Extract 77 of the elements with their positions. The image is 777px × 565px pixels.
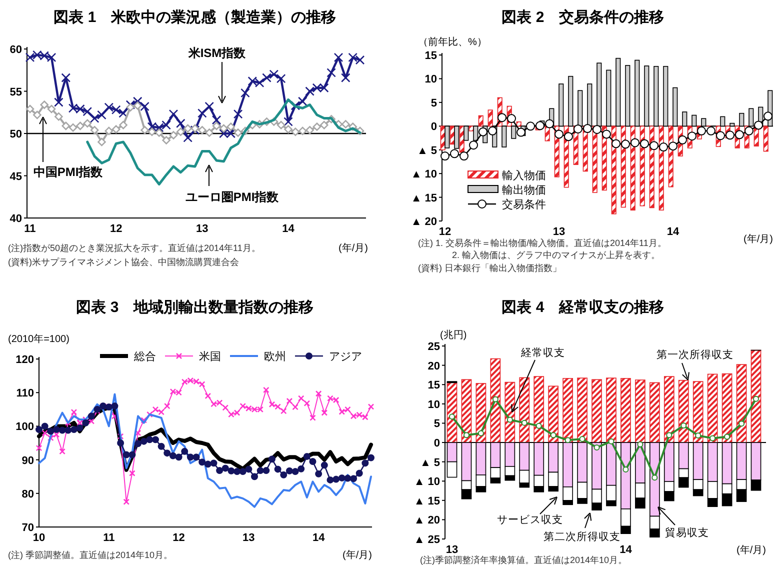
x-tick-label: 11 [24,223,36,235]
legend-label: 欧州 [264,350,286,363]
y-tick-label: ▲ 10 [410,168,437,181]
y-tick-label: 5 [434,418,440,430]
y-tick-label: 15 [424,50,437,62]
y-tick-label: ▲ 5 [420,456,440,469]
x-tick-label: 13 [196,223,208,235]
text: (資料)米サプライマネジメント協会、中国物流購買連合会 [8,257,239,267]
x-tick-label: 13 [242,532,255,544]
y-tick-label: ▲ 20 [414,514,440,527]
y-tick-label: 10 [424,74,437,86]
y-tick-label: ▲ 10 [414,476,440,488]
series-label: 第一次所得収支 [656,348,734,361]
x-tick-label: 11 [103,532,115,544]
y-tick-label: 120 [16,354,34,366]
legend-label: 第二次所得収支 [544,530,620,543]
y-tick-label: 70 [22,522,34,534]
y-tick-label: 20 [428,360,440,372]
legend-label: 輸入物価 [502,169,546,182]
legend-label: 貿易収支 [665,526,709,539]
text: (注) 季節調整値。直近値は2014年10月。 [8,550,173,560]
y-axis-title: (兆円) [440,329,467,341]
x-tick-label: 14 [312,532,326,544]
series-label: 米ISM指数 [187,46,247,60]
text: (資料) 日本銀行「輸出入物価指数」 [418,263,562,273]
x-tick-label: 14 [282,223,296,235]
x-tick-label: 14 [620,544,633,556]
y-tick-label: 60 [10,44,22,56]
y-tick-label: 10 [428,398,440,411]
y-tick-label: 15 [428,380,440,392]
y-tick-label: ▲ 25 [414,534,440,546]
y-axis-title: （前年比、%） [418,36,487,48]
legend-label: サービス収支 [497,513,563,526]
x-axis-title: (年/月) [744,233,773,245]
chart-title: 図表 2 交易条件の推移 [502,8,664,26]
series-label: ユーロ圏PMI指数 [185,190,280,204]
y-tick-label: ▲ 20 [410,216,437,228]
y-tick-label: 50 [10,128,22,140]
x-tick-label: 10 [32,532,46,544]
x-tick-label: 13 [446,544,458,556]
x-axis-title: (年/月) [342,549,372,561]
y-tick-label: 25 [428,341,440,353]
x-tick-label: 12 [438,226,452,238]
y-tick-label: 40 [10,213,22,225]
x-axis-title: (年/月) [736,544,766,556]
x-tick-label: 12 [110,223,122,235]
y-tick-label: 90 [22,454,34,467]
x-tick-label: 13 [552,226,566,238]
y-tick-label: 0 [430,121,437,134]
chart-title: 図表 3 地域別輸出数量指数の推移 [76,299,314,316]
y-tick-label: 80 [22,488,34,500]
y-tick-label: 0 [434,438,440,450]
legend-label: 交易条件 [502,198,546,211]
y-tick-label: 110 [16,388,34,400]
y-tick-label: ▲ 15 [410,192,437,204]
y-tick-label: 55 [10,86,22,98]
y-tick-label: 5 [430,97,437,110]
text: 2. 輸入物価は、グラフ中のマイナスが上昇を表す。 [452,250,660,260]
legend-label: 輸出物価 [502,184,546,196]
y-tick-label: ▲ 15 [414,495,440,508]
x-tick-label: 12 [172,532,185,544]
text: (注)季節調整済年率換算値。直近値は2014年10月。 [420,555,628,565]
text: 経常収支 [520,346,565,359]
y-tick-label: ▲ 5 [416,144,437,157]
chart-title: 図表 1 米欧中の業況感（製造業）の推移 [54,9,336,26]
x-axis-title: (年/月) [338,242,368,254]
legend-label: アジア [329,351,362,363]
series-label: 中国PMI指数 [33,165,104,179]
y-axis-title: (2010年=100) [8,333,70,345]
x-tick-label: 14 [666,226,680,238]
chart-title: 図表 4 経常収支の推移 [502,299,664,316]
y-tick-label: 100 [16,421,34,434]
text: (注) 1. 交易条件＝輸出物価/輸入物価。直近値は2014年11月。 [418,238,666,248]
legend-label: 米国 [199,350,221,363]
legend-label: 総合 [133,350,156,363]
y-tick-label: 45 [10,170,22,183]
text: (注)指数が50超のとき業況拡大を示す。直近値は2014年11月。 [8,243,260,253]
